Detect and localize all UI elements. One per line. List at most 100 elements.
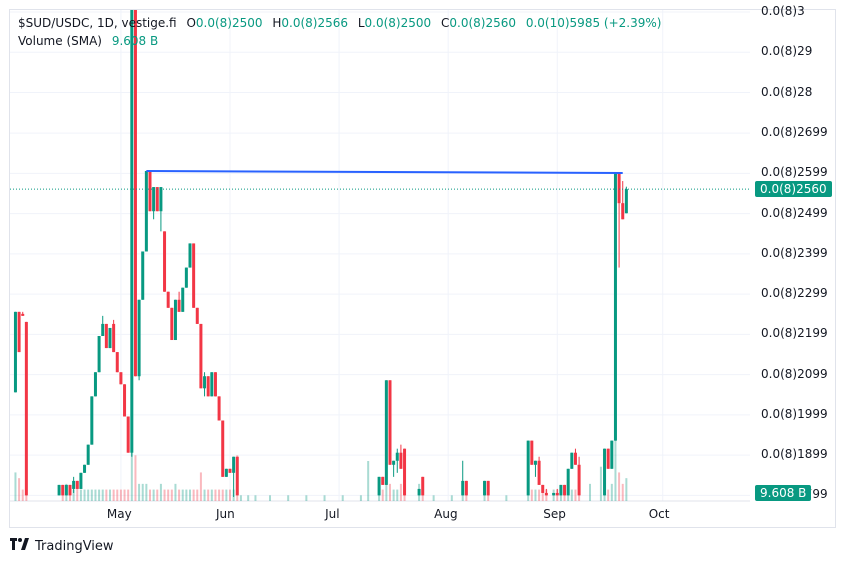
candle-body bbox=[624, 189, 628, 214]
candle-body bbox=[173, 299, 177, 341]
volume-bar bbox=[392, 489, 395, 501]
volume-bar bbox=[199, 472, 202, 501]
volume-bar bbox=[170, 489, 173, 501]
candle-body bbox=[530, 440, 534, 465]
y-tick-label: 0.0(8)28 bbox=[761, 84, 813, 99]
volume-bar bbox=[178, 489, 181, 501]
volume-bar bbox=[359, 495, 362, 501]
volume-bar bbox=[90, 489, 93, 501]
volume-bar bbox=[505, 495, 508, 501]
volume-bar bbox=[149, 489, 151, 501]
volume-bar bbox=[127, 489, 130, 501]
candle-body bbox=[537, 460, 541, 485]
y-tick-label: 0.0(8)2699 bbox=[761, 125, 828, 140]
volume-bar bbox=[589, 483, 591, 501]
x-tick-label: Aug bbox=[434, 507, 458, 521]
volume-bar bbox=[239, 495, 242, 501]
candle-body bbox=[61, 484, 65, 496]
volume-bar bbox=[189, 489, 191, 501]
volume-bar bbox=[269, 495, 271, 501]
change-value: 0.0(10)5985 (+2.39%) bbox=[525, 16, 662, 30]
candle-body bbox=[235, 456, 239, 496]
candle-body bbox=[144, 170, 148, 252]
candle-body bbox=[155, 187, 159, 212]
candle-body bbox=[392, 460, 396, 465]
volume-bar bbox=[396, 489, 399, 501]
candle-body bbox=[570, 452, 574, 469]
candle-body bbox=[563, 484, 567, 496]
volume-bar bbox=[123, 489, 126, 501]
volume-bar bbox=[381, 489, 384, 501]
volume-bar bbox=[152, 489, 155, 501]
volume-bar bbox=[167, 489, 170, 501]
volume-bar bbox=[574, 489, 577, 501]
ohlc-legend: $SUD/USDC, 1D, vestige.fi O0.0(8)2500 H0… bbox=[18, 16, 661, 30]
volume-bar bbox=[538, 489, 541, 501]
y-tick-label: 0.0(8)3 bbox=[761, 4, 805, 18]
close-value: 0.0(8)2560 bbox=[449, 16, 516, 30]
candle-body bbox=[108, 327, 112, 349]
candle-body bbox=[555, 492, 559, 496]
volume-value: 9.608 B bbox=[111, 34, 159, 48]
candle-body bbox=[210, 372, 214, 397]
candle-body bbox=[137, 299, 141, 377]
tradingview-attribution[interactable]: TradingView bbox=[10, 538, 114, 554]
volume-bar bbox=[214, 489, 217, 501]
volume-bar bbox=[618, 472, 621, 501]
candle-body bbox=[617, 172, 621, 204]
volume-bar bbox=[621, 483, 624, 501]
volume-bar bbox=[141, 483, 144, 501]
volume-bar bbox=[192, 489, 195, 501]
symbol-title[interactable]: $SUD/USDC, 1D, vestige.fi bbox=[18, 16, 177, 30]
volume-bar bbox=[570, 489, 573, 501]
volume-bar bbox=[305, 495, 308, 501]
volume-bar bbox=[225, 489, 228, 501]
candle-body bbox=[148, 170, 152, 212]
candle-body bbox=[606, 448, 610, 469]
y-tick-label: 0.0(8)1899 bbox=[761, 447, 828, 462]
x-tick-label: May bbox=[106, 507, 132, 521]
candle-body bbox=[577, 464, 581, 496]
candle-body bbox=[544, 492, 548, 496]
volume-bar bbox=[399, 483, 402, 501]
candle-body bbox=[213, 372, 217, 397]
volume-bar bbox=[105, 489, 108, 501]
low-value: 0.0(8)2500 bbox=[364, 16, 432, 30]
candle-body bbox=[206, 376, 210, 397]
volume-bar bbox=[432, 495, 435, 501]
candle-body bbox=[199, 323, 203, 389]
candle-body bbox=[64, 484, 68, 496]
candle-body bbox=[566, 468, 570, 496]
volume-bar bbox=[254, 495, 257, 501]
volume-bar bbox=[94, 489, 97, 501]
candle-body bbox=[101, 323, 105, 336]
candle-body bbox=[57, 484, 61, 496]
candle-body bbox=[21, 313, 25, 316]
y-tick-label: 0.0(8)2599 bbox=[761, 165, 828, 180]
candle-body bbox=[377, 476, 381, 496]
volume-bar bbox=[116, 489, 119, 501]
candle-body bbox=[141, 251, 145, 300]
x-tick-label: Jul bbox=[325, 507, 340, 521]
x-tick-label: Oct bbox=[648, 507, 670, 521]
current-price-tag: 0.0(8)2560 bbox=[755, 181, 832, 198]
trendline bbox=[146, 169, 623, 174]
candle-body bbox=[224, 468, 228, 477]
y-tick-label: 0.0(8)2499 bbox=[761, 205, 828, 220]
volume-bar bbox=[98, 489, 101, 501]
volume-bar bbox=[614, 432, 617, 501]
volume-bar bbox=[218, 489, 221, 501]
candle-body bbox=[170, 307, 174, 341]
volume-bar bbox=[625, 478, 628, 501]
volume-bar bbox=[341, 495, 344, 501]
candle-body bbox=[610, 440, 614, 469]
candle-body bbox=[552, 492, 556, 496]
candle-body bbox=[232, 456, 236, 473]
candle-body bbox=[195, 307, 199, 324]
candle-body bbox=[93, 372, 97, 397]
candle-body bbox=[483, 480, 487, 496]
candle-body bbox=[112, 323, 116, 353]
candle-body bbox=[163, 231, 167, 292]
volume-label[interactable]: Volume (SMA) bbox=[18, 34, 102, 48]
